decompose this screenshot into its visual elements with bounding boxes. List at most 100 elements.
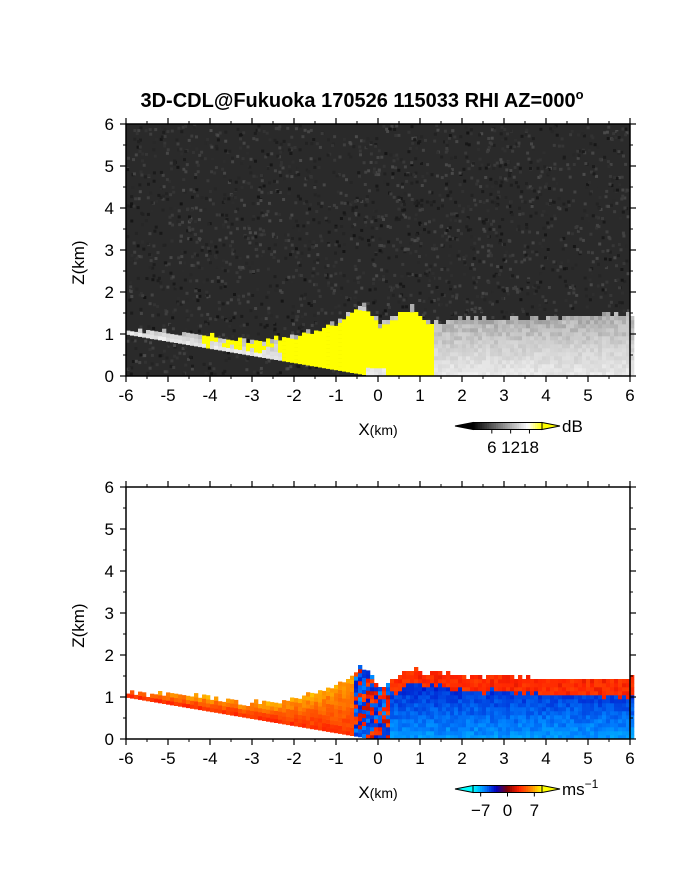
x-tick-label: 2 [457, 749, 466, 768]
x-tick-label: -3 [244, 749, 259, 768]
colorbar-segment [502, 422, 506, 430]
colorbar-tick-label: 7 [530, 801, 539, 820]
colorbar-segment [505, 785, 508, 793]
x-tick-label: -2 [286, 386, 301, 405]
colorbar-segment [496, 422, 499, 430]
y-tick-label: 0 [105, 367, 114, 386]
colorbar-segment [486, 422, 490, 430]
x-tick-label: -4 [202, 386, 217, 405]
colorbar-segment [512, 785, 515, 793]
colorbar-segment [539, 422, 543, 430]
colorbar-segment [482, 422, 485, 430]
y-tick-label: 2 [105, 646, 114, 665]
y-tick-label: 6 [105, 115, 114, 134]
colorbar-segment [479, 422, 483, 430]
colorbar-segment [473, 422, 476, 430]
y-tick-label: 1 [105, 688, 114, 707]
colorbar-segment [486, 785, 490, 793]
x-tick-label: -4 [202, 749, 217, 768]
x-tick-label: 3 [499, 386, 508, 405]
colorbar-high-arrow [541, 421, 561, 431]
x-tick-label: -1 [328, 386, 343, 405]
x-tick-label: 6 [625, 386, 634, 405]
colorbar-segment [498, 785, 501, 793]
x-tick-label: 0 [373, 749, 382, 768]
colorbar-segment [528, 422, 531, 430]
x-tick-label: 6 [625, 749, 634, 768]
colorbar-segment [484, 785, 488, 793]
colorbar-tick-label: 0 [503, 801, 512, 820]
axes: -6 -5 -4 -3 -2 -1 0 1 2 3 4 5 6 0 1 2 3 4 5 6 X(km) Z(km) [69, 115, 636, 439]
x-tick-label: -1 [328, 749, 343, 768]
colorbar-low-arrow [454, 421, 474, 431]
y-axis-label: Z(km) [69, 603, 88, 647]
y-tick-label: 5 [105, 157, 114, 176]
x-tick-label: 5 [583, 386, 592, 405]
colorbar-segment [525, 422, 529, 430]
colorbar-segment [493, 785, 497, 793]
figure-title: 3D-CDL@Fukuoka 170526 115033 RHI AZ=000o [140, 87, 583, 112]
colorbar-segment [473, 785, 476, 793]
x-tick-label: 3 [499, 749, 508, 768]
colorbar-segment [477, 785, 481, 793]
colorbar-segment [498, 422, 501, 430]
y-tick-label: 6 [105, 478, 114, 497]
colorbar-segment [516, 785, 520, 793]
colorbar-segment [516, 422, 520, 430]
y-tick-label: 4 [105, 562, 114, 581]
x-tick-label: 5 [583, 749, 592, 768]
colorbar-segment [535, 785, 538, 793]
x-tick-label: 4 [541, 386, 550, 405]
colorbar-high-arrow [541, 784, 561, 794]
colorbar-segment [532, 785, 536, 793]
colorbar-segment [477, 422, 481, 430]
x-tick-label: 1 [415, 386, 424, 405]
colorbar-segment [537, 785, 541, 793]
colorbar-unit: dB [562, 417, 583, 436]
colorbar-tick-label: 6 [487, 438, 496, 457]
x-tick-label: -6 [118, 749, 133, 768]
colorbar-segment [530, 785, 534, 793]
colorbar-segment [484, 422, 488, 430]
data-field [126, 665, 635, 740]
colorbar-segment [512, 422, 515, 430]
colorbar-segment [489, 422, 492, 430]
colorbar-segment [514, 422, 518, 430]
y-tick-label: 3 [105, 241, 114, 260]
colorbar-frame [472, 422, 543, 430]
colorbar-segment [491, 785, 495, 793]
y-axis-label: Z(km) [69, 240, 88, 284]
y-tick-label: 3 [105, 604, 114, 623]
colorbar-segment [519, 785, 522, 793]
x-tick-label: 1 [415, 749, 424, 768]
colorbar-segment [482, 785, 485, 793]
plot-area [126, 487, 635, 740]
colorbar-tick-label: 18 [520, 438, 539, 457]
colorbar-segment [535, 422, 538, 430]
colorbar-segment [537, 422, 541, 430]
colorbar-segment [500, 422, 504, 430]
x-tick-label: -5 [160, 386, 175, 405]
x-tick-label: 0 [373, 386, 382, 405]
colorbar: 6 12 18 dB [454, 417, 583, 457]
colorbar-segment [489, 785, 492, 793]
colorbar-tick-label: 12 [501, 438, 520, 457]
y-tick-label: 4 [105, 199, 114, 218]
y-tick-label: 1 [105, 325, 114, 344]
x-tick-label: -2 [286, 749, 301, 768]
colorbar-segment [523, 785, 527, 793]
colorbar-segment [491, 422, 495, 430]
colorbar-segment [532, 422, 536, 430]
colorbar-segment [521, 785, 524, 793]
colorbar-segment [479, 785, 483, 793]
data-field [126, 302, 635, 377]
axes: -6 -5 -4 -3 -2 -1 0 1 2 3 4 5 6 0 1 2 3 4 5 6 X(km) Z(km) [69, 478, 636, 802]
colorbar-segment [475, 422, 478, 430]
x-axis-label: X(km) [358, 420, 397, 439]
y-tick-label: 2 [105, 283, 114, 302]
colorbar-segment [475, 785, 478, 793]
colorbar-unit: ms−1 [562, 777, 599, 799]
colorbar-segment [509, 422, 513, 430]
